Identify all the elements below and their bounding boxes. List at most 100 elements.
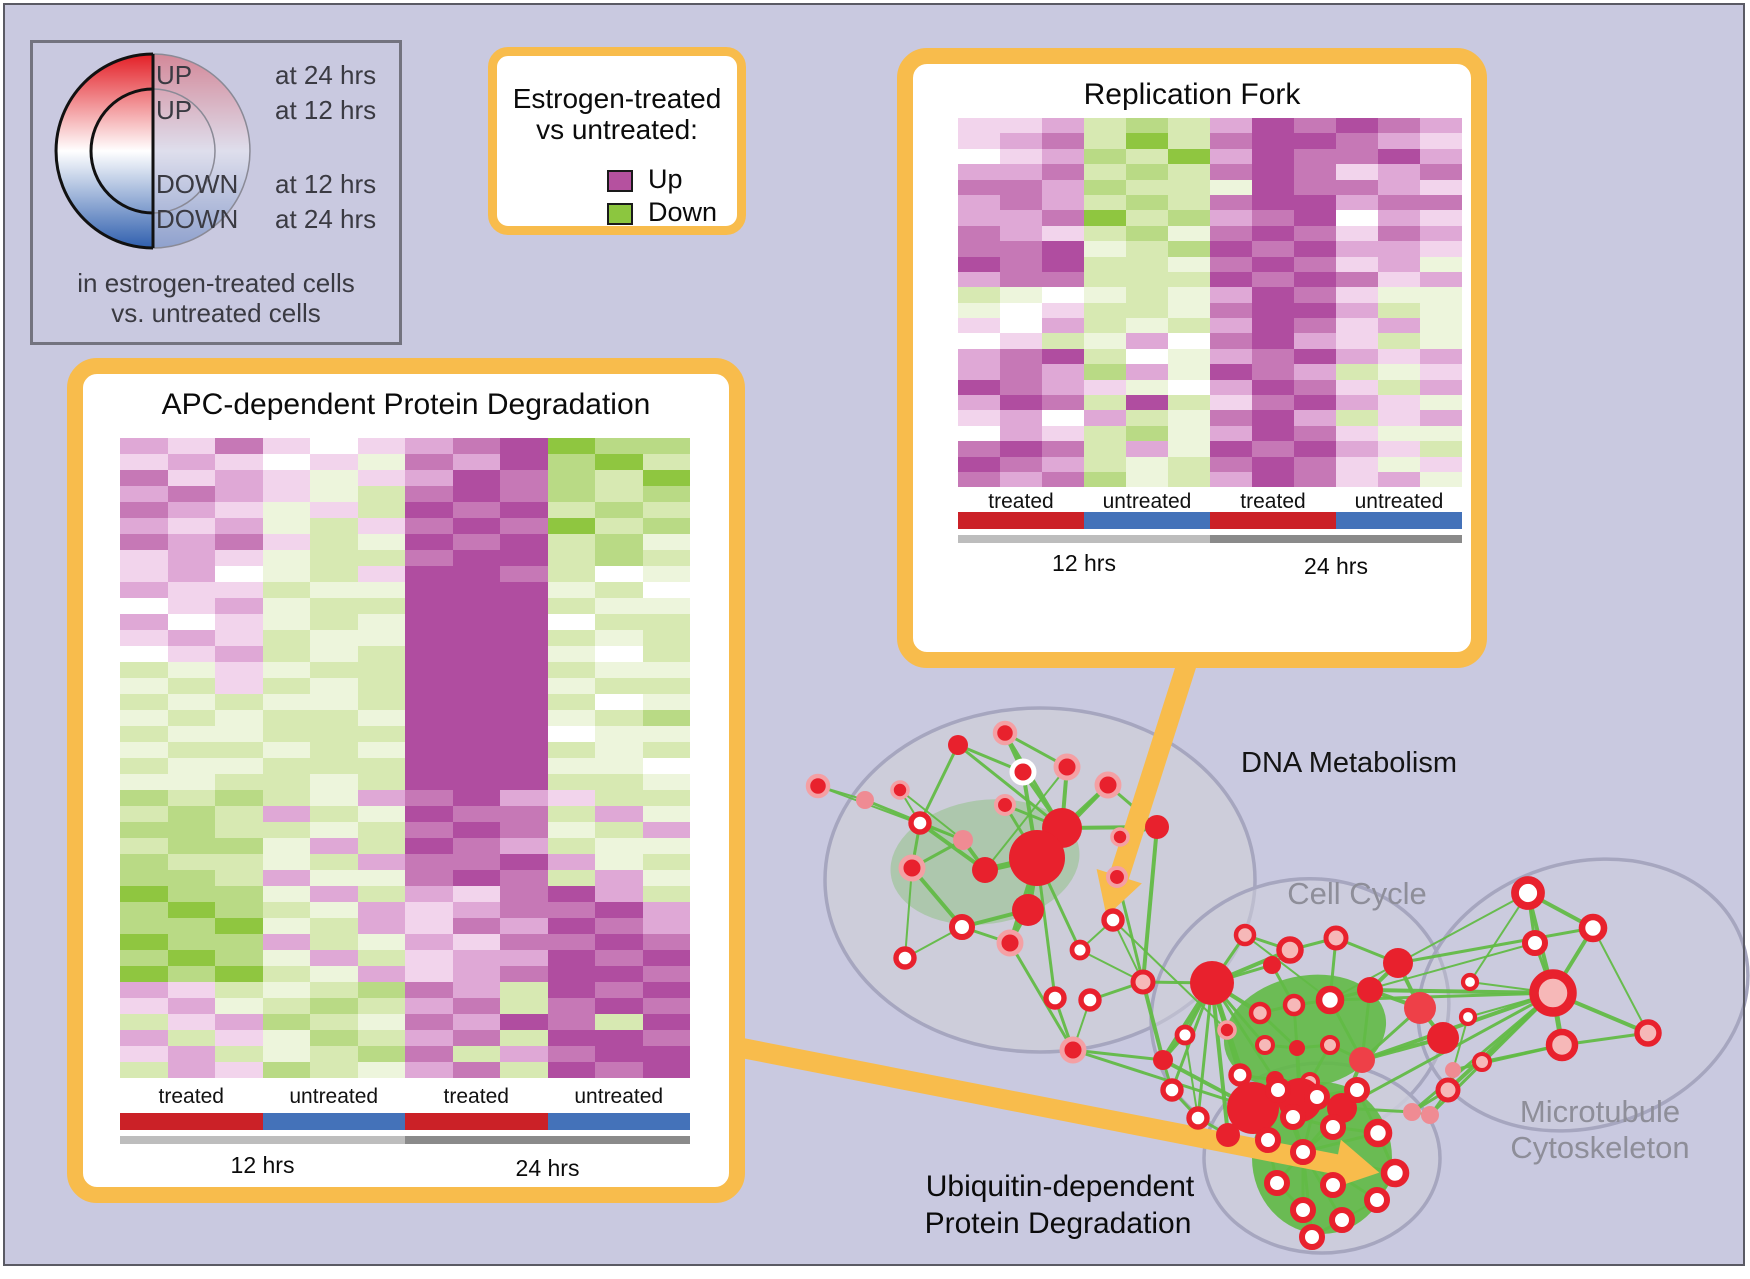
heatmap-cell <box>1000 164 1042 180</box>
heatmap-cell <box>500 662 548 678</box>
network-node-pinkring <box>992 720 1018 746</box>
heatmap-cell <box>167 886 215 902</box>
heatmap-cell <box>405 518 453 534</box>
network-node-whitecore <box>1290 1139 1316 1165</box>
heatmap-cell <box>1084 348 1126 365</box>
apc-group-untreated-12: untreated <box>289 1085 379 1108</box>
network-edge <box>1469 892 1529 983</box>
heatmap-cell <box>1210 148 1252 165</box>
heatmap-cell <box>1084 210 1126 226</box>
network-node-pinkring <box>1094 771 1122 799</box>
network-edge <box>918 821 987 872</box>
heatmap-cell <box>1000 287 1042 303</box>
apc-time-bar <box>120 1136 690 1144</box>
heatmap-cell <box>1126 179 1168 195</box>
heatmap-row <box>958 410 1462 426</box>
heatmap-cell <box>215 870 263 886</box>
heatmap-cell <box>1126 395 1168 411</box>
heatmap-cell <box>452 790 500 806</box>
heatmap-cell <box>120 902 168 918</box>
heatmap-cell <box>1420 441 1462 457</box>
heatmap-cell <box>1252 179 1294 195</box>
heatmap-cell <box>310 582 358 598</box>
heatmap-cell <box>1294 471 1336 488</box>
heatmap-cell <box>310 822 358 838</box>
heatmap-cell <box>1000 148 1042 165</box>
heatmap-cell <box>310 662 358 678</box>
heatmap-cell <box>642 806 690 822</box>
heatmap-cell <box>215 918 263 934</box>
heatmap-cell <box>642 1046 690 1062</box>
heatmap-cell <box>310 870 358 886</box>
heatmap-cell <box>1336 425 1378 442</box>
heatmap-cell <box>1378 333 1420 349</box>
heatmap-cell <box>1378 395 1420 411</box>
heatmap-cell <box>120 1014 168 1030</box>
heatmap-cell <box>452 566 500 582</box>
heatmap-cell <box>405 678 453 694</box>
heatmap-cell <box>1042 441 1084 457</box>
heatmap-cell <box>547 1030 595 1046</box>
heatmap-cell <box>1336 210 1378 226</box>
heatmap-cell <box>1252 271 1294 288</box>
heatmap-cell <box>1294 241 1336 257</box>
heatmap-cell <box>547 678 595 694</box>
heatmap-cell <box>1000 225 1042 242</box>
heatmap-cell <box>405 742 453 758</box>
heatmap-cell <box>595 790 643 806</box>
heatmap-cell <box>215 1062 263 1078</box>
heatmap-row <box>120 470 690 486</box>
heatmap-cell <box>642 470 690 486</box>
heatmap-cell <box>547 502 595 518</box>
rf-group-untreated-24: untreated <box>1354 490 1444 513</box>
heatmap-cell <box>310 502 358 518</box>
heatmap-cell <box>1336 456 1378 472</box>
heatmap-cell <box>547 918 595 934</box>
heatmap-row <box>120 454 690 470</box>
apc-panel-title: APC-dependent Protein Degradation <box>161 388 651 421</box>
heatmap-cell <box>1378 194 1420 211</box>
heatmap-cell <box>215 742 263 758</box>
heatmap-cell <box>547 614 595 630</box>
heatmap-cell <box>1378 210 1420 226</box>
heatmap-cell <box>1084 194 1126 211</box>
apc-panel: APC-dependent Protein Degradation treate… <box>67 358 745 1203</box>
heatmap-cell <box>1210 256 1252 272</box>
heatmap-cell <box>958 256 1000 272</box>
network-node-pinkcore <box>1320 1035 1340 1055</box>
heatmap-cell <box>262 486 310 502</box>
heatmap-cell <box>1294 210 1336 226</box>
heatmap-cell <box>595 518 643 534</box>
updown-legend-circles <box>54 52 251 250</box>
heatmap-cell <box>405 998 453 1014</box>
heatmap-cell <box>262 742 310 758</box>
heatmap-cell <box>262 566 310 582</box>
heatmap-cell <box>405 918 453 934</box>
apc-group-treated-12: treated <box>158 1085 224 1108</box>
heatmap-cell <box>1000 133 1042 149</box>
heatmap-cell <box>452 742 500 758</box>
heatmap-cell <box>958 318 1000 334</box>
heatmap-cell <box>1000 271 1042 288</box>
network-node-pinkring <box>890 780 910 800</box>
heatmap-row <box>958 441 1462 457</box>
network-node-pinkring <box>1053 753 1081 781</box>
down-swatch <box>607 203 633 225</box>
heatmap-cell <box>1378 241 1420 257</box>
heatmap-cell <box>1210 410 1252 426</box>
heatmap-cell <box>120 534 168 550</box>
time-bar-segment <box>1210 535 1462 543</box>
heatmap-cell <box>357 614 405 630</box>
legend-time-down-24: at 24 hrs <box>275 204 377 234</box>
heatmap-cell <box>1126 348 1168 365</box>
heatmap-cell <box>595 614 643 630</box>
heatmap-cell <box>120 742 168 758</box>
heatmap-cell <box>1126 287 1168 303</box>
heatmap-cell <box>547 694 595 710</box>
heatmap-row <box>120 998 690 1014</box>
heatmap-cell <box>310 886 358 902</box>
heatmap-cell <box>1336 318 1378 334</box>
heatmap-cell <box>1084 302 1126 319</box>
heatmap-cell <box>357 630 405 646</box>
